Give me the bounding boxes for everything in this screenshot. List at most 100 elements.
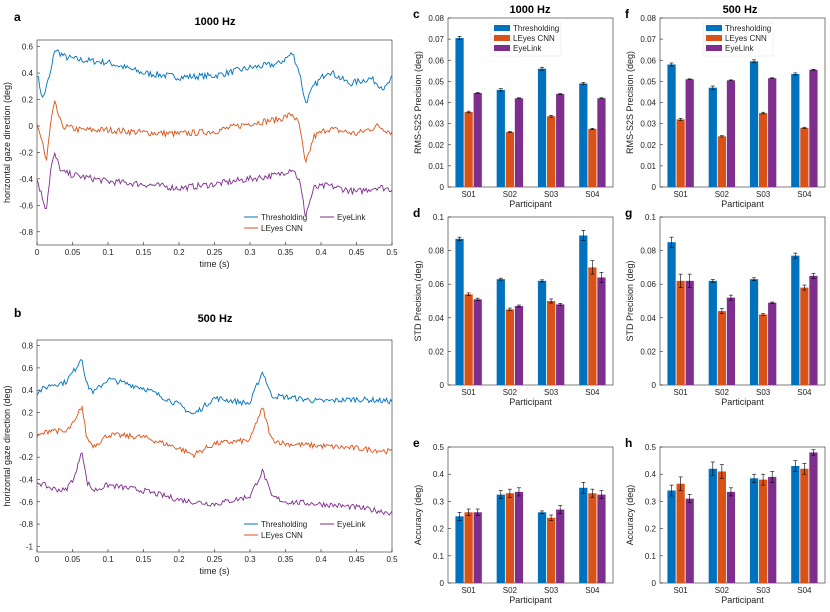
panel-label-f: f — [625, 7, 630, 21]
bar-thresholding-S02 — [708, 87, 717, 187]
legend-label: EyeLink — [513, 44, 542, 53]
bar-lcnn-S04 — [800, 127, 809, 187]
legend-label: Thresholding — [261, 520, 307, 529]
x-tick-label: 0.2 — [173, 555, 185, 564]
y-tick-label: 0.4 — [22, 69, 34, 78]
bar-lcnn-S04 — [588, 493, 597, 583]
bar-lcnn-S02 — [505, 132, 514, 187]
series-line-lcnn — [36, 99, 393, 164]
bar-thresholding-S04 — [791, 466, 800, 583]
y-tick-label: 0.01 — [428, 162, 444, 171]
axes-box-g — [659, 216, 826, 386]
y-axis-title: Accuracy (deg) — [625, 485, 635, 546]
y-tick-label: 0.04 — [640, 99, 656, 108]
x-tick-label: 0.35 — [278, 248, 294, 257]
bar-thresholding-S02 — [496, 494, 505, 583]
legend-label: LEyes CNN — [261, 531, 303, 540]
x-tick-label: S03 — [756, 190, 771, 199]
bar-eyelink-S01 — [685, 498, 694, 583]
bar-eyelink-S03 — [556, 94, 565, 187]
legend-label: Thresholding — [261, 213, 307, 222]
y-tick-label: -0.2 — [19, 453, 33, 462]
panel-title-c: 1000 Hz — [510, 4, 551, 16]
y-tick-label: 0.08 — [640, 247, 656, 256]
y-tick-label: 0.2 — [22, 409, 34, 418]
bar-thresholding-S01 — [455, 38, 464, 187]
y-tick-label: 0.1 — [433, 213, 445, 222]
y-axis-title: horizontal gaze direction (deg) — [2, 82, 12, 203]
bar-lcnn-S01 — [676, 483, 685, 583]
y-tick-label: 0.1 — [433, 552, 445, 561]
legend-swatch — [494, 35, 510, 41]
y-tick-label: 0.06 — [640, 280, 656, 289]
y-tick-label: -0.8 — [19, 228, 33, 237]
y-tick-label: 0 — [29, 431, 34, 440]
bar-thresholding-S04 — [579, 83, 588, 187]
bar-lcnn-S04 — [800, 287, 809, 385]
y-tick-label: 0.04 — [428, 99, 444, 108]
x-tick-label: 0.3 — [244, 248, 256, 257]
bar-lcnn-S01 — [676, 119, 685, 187]
panel-label-e: e — [413, 436, 420, 450]
x-tick-label: S04 — [585, 586, 600, 595]
x-tick-label: S01 — [674, 388, 689, 397]
legend-label: LEyes CNN — [725, 34, 767, 43]
bar-eyelink-S02 — [726, 491, 736, 583]
y-tick-label: 0.06 — [640, 56, 656, 65]
y-tick-label: 0.05 — [640, 77, 656, 86]
y-tick-label: 0.08 — [428, 14, 444, 23]
x-tick-label: 0.05 — [65, 555, 81, 564]
bar-thresholding-S01 — [667, 242, 676, 385]
y-tick-label: 0 — [440, 381, 445, 390]
bar-thresholding-S02 — [496, 89, 505, 187]
x-tick-label: S01 — [462, 586, 477, 595]
bar-thresholding-S03 — [537, 512, 547, 583]
legend-swatch — [706, 25, 722, 31]
y-tick-label: 0.06 — [428, 280, 444, 289]
x-tick-label: 0.4 — [315, 248, 327, 257]
x-tick-label: S04 — [797, 388, 812, 397]
legend-label: LEyes CNN — [513, 34, 555, 43]
legend-label: Thresholding — [725, 24, 771, 33]
axes-box-d — [447, 216, 614, 386]
bar-lcnn-S04 — [800, 468, 809, 583]
bar-eyelink-S01 — [473, 512, 482, 583]
x-tick-label: S03 — [544, 586, 559, 595]
x-tick-label: S01 — [674, 586, 689, 595]
legend-label: LEyes CNN — [261, 224, 303, 233]
bar-eyelink-S03 — [556, 304, 565, 385]
y-tick-label: 0.03 — [640, 120, 656, 129]
x-tick-label: 0.5 — [386, 248, 398, 257]
x-tick-label: 0.25 — [207, 248, 223, 257]
bar-eyelink-S02 — [726, 297, 736, 385]
series-line-thresholding — [36, 49, 393, 104]
panel-b: b 500 Hz 0 0.05 0.1 0.15 0.2 0.25 0.3 0.35 0.4 0.45… — [2, 306, 398, 576]
legend-label: EyeLink — [725, 44, 754, 53]
panel-h: h 0 0.1 0.2 0.3 0.4 0.5 S01 S02 S03 S04 Participant… — [625, 436, 826, 605]
y-tick-label: 0.08 — [428, 247, 444, 256]
y-tick-label: 0.02 — [428, 141, 444, 150]
bar-thresholding-S04 — [579, 487, 588, 583]
x-tick-label: 0.1 — [102, 555, 114, 564]
x-tick-label: S04 — [585, 388, 600, 397]
panel-title-b: 500 Hz — [198, 313, 233, 325]
bar-eyelink-S04 — [809, 452, 818, 583]
x-axis-title: Participant — [721, 595, 764, 605]
y-axis-title: RMS-S2S Precision (deg) — [413, 51, 423, 154]
y-tick-label: 0.6 — [22, 364, 34, 373]
x-axis-title: Participant — [721, 199, 764, 209]
y-tick-label: 0.04 — [640, 314, 656, 323]
x-tick-label: S02 — [715, 388, 730, 397]
x-tick-label: S03 — [544, 190, 559, 199]
x-tick-label: 0.15 — [136, 555, 152, 564]
bar-eyelink-S04 — [597, 494, 606, 583]
panel-label-c: c — [413, 7, 420, 21]
y-tick-label: -0.6 — [19, 498, 33, 507]
y-tick-label: 0.2 — [645, 525, 657, 534]
x-tick-label: S02 — [503, 586, 518, 595]
bar-thresholding-S01 — [667, 64, 676, 187]
series-line-eyelink — [36, 151, 393, 217]
x-axis-title: Participant — [721, 397, 764, 407]
bar-thresholding-S03 — [537, 68, 547, 187]
panel-d: d 0 0.02 0.04 0.06 0.08 0.1 S01 S02 S03 S04 Partici… — [413, 206, 614, 407]
